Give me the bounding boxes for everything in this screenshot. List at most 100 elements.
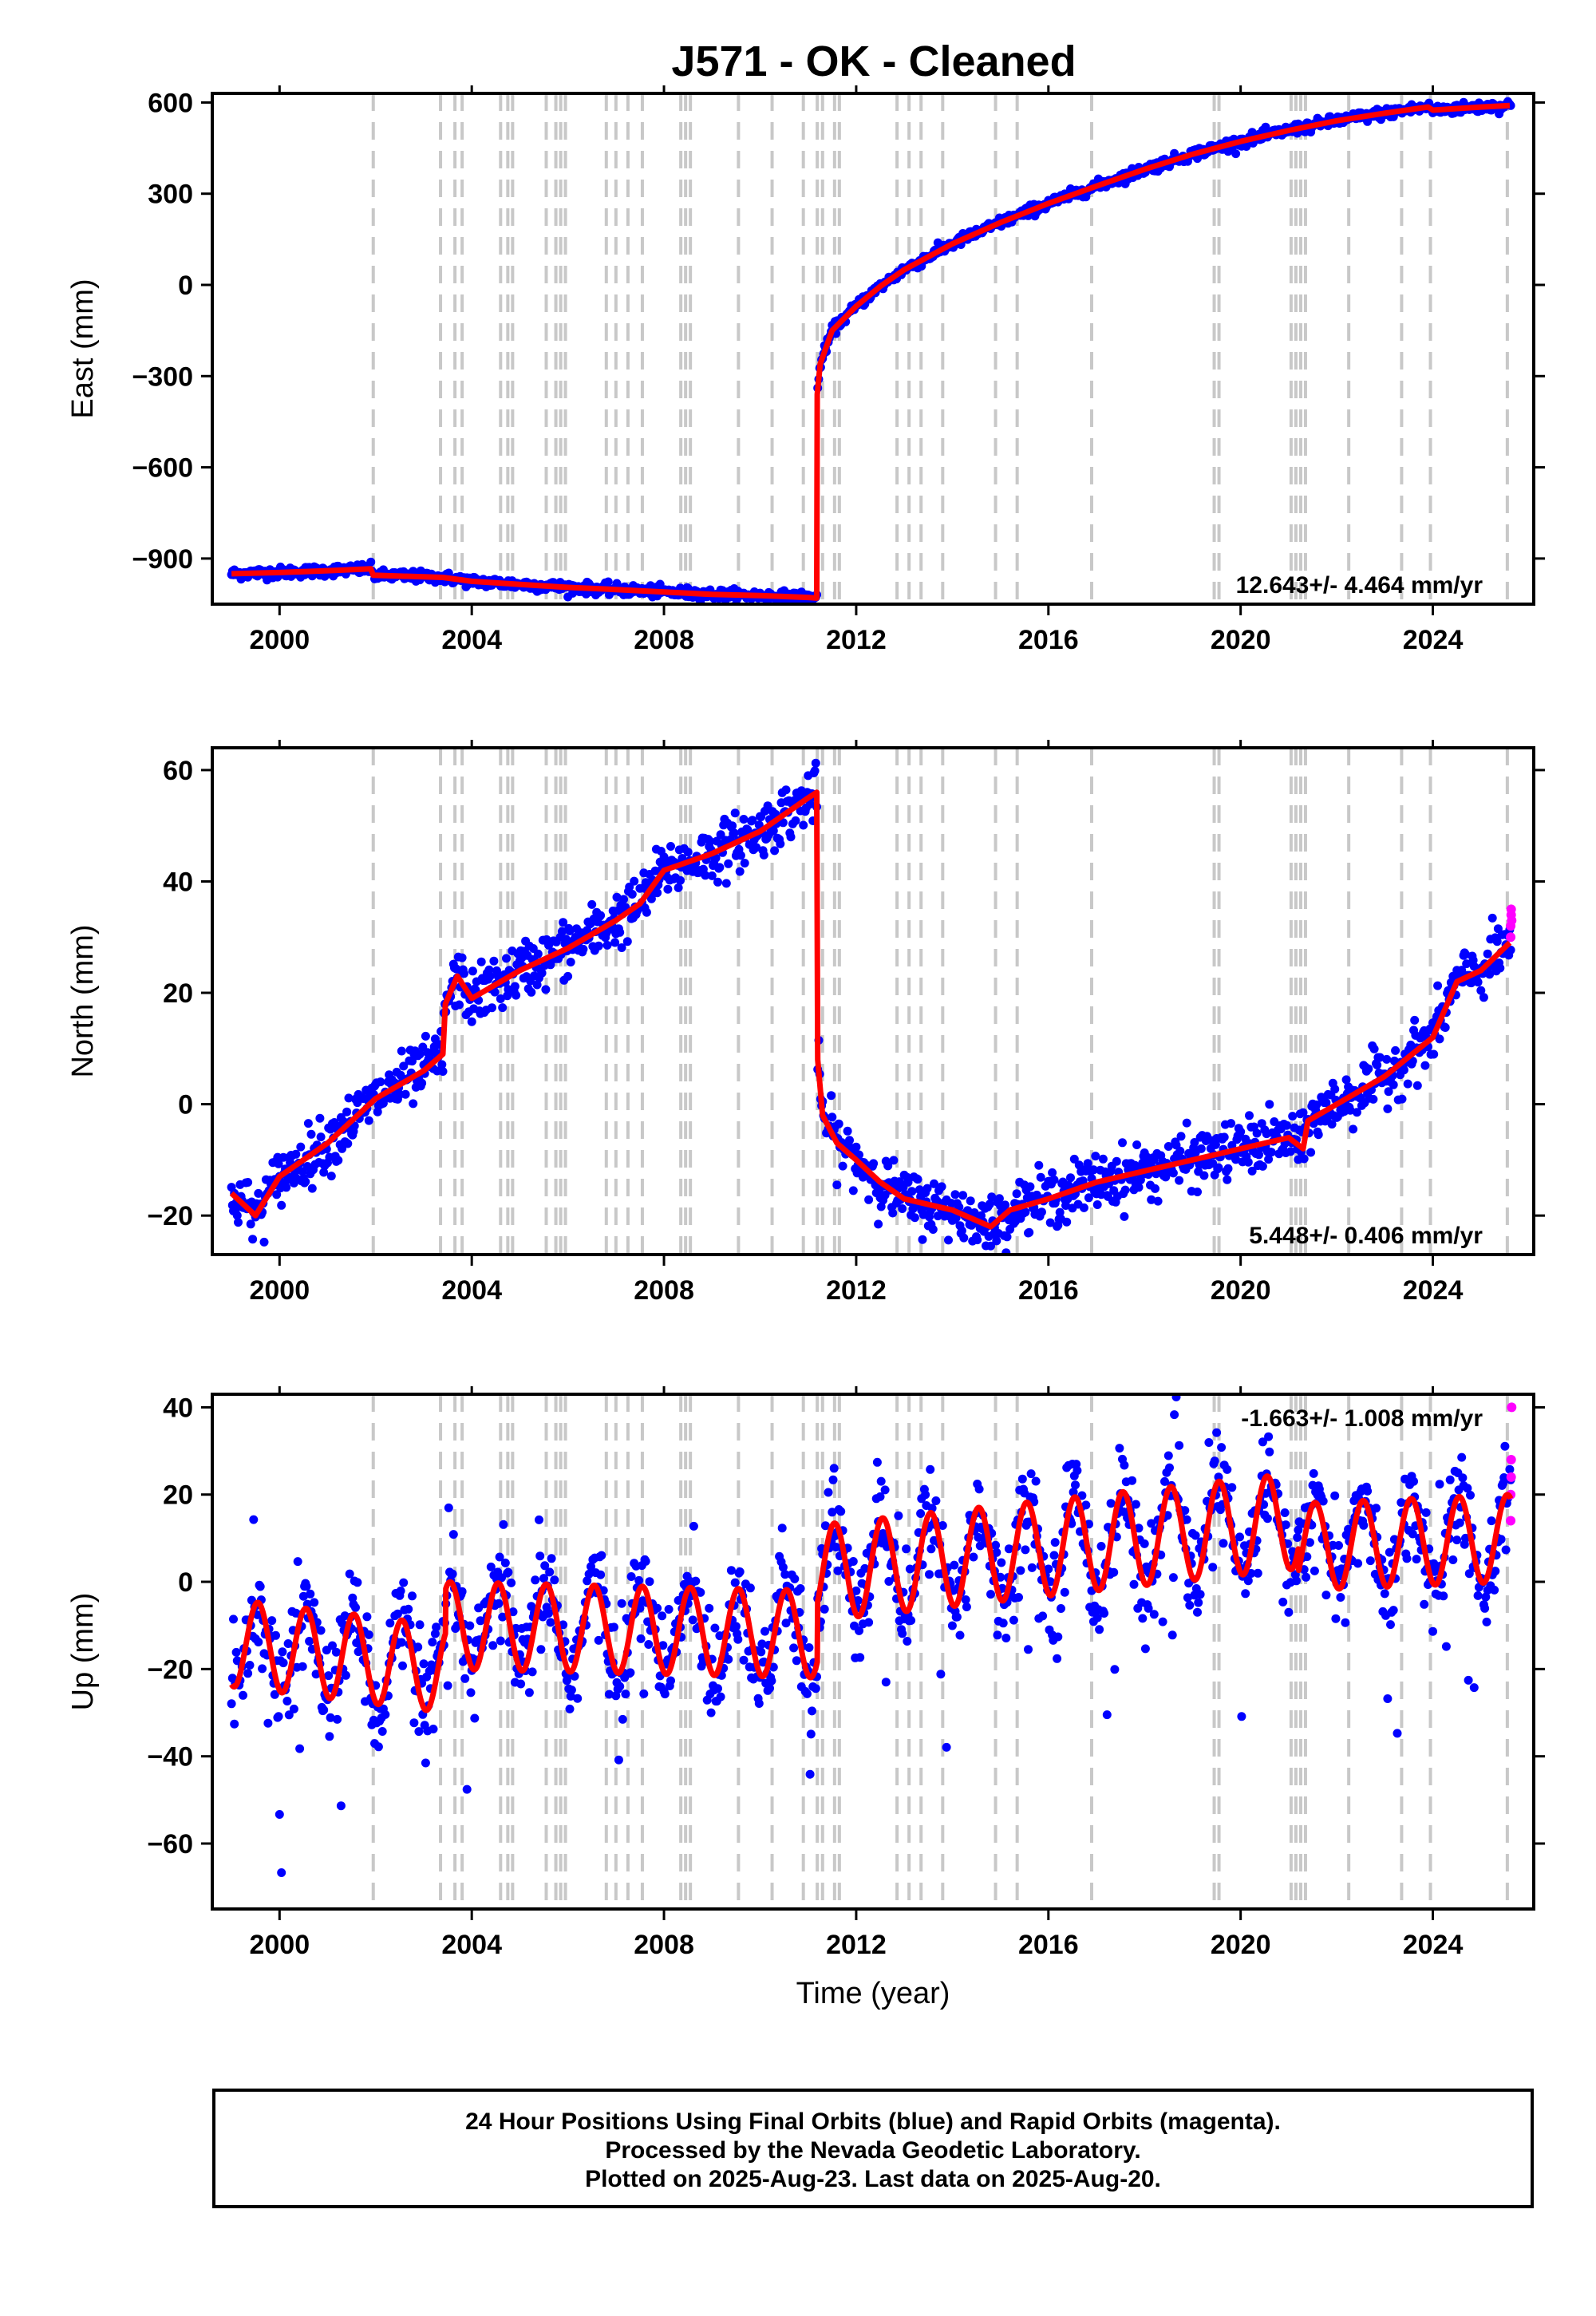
north-data-point [619,895,628,904]
up-data-point [1428,1626,1437,1636]
up-data-point [1246,1569,1256,1578]
north-data-point [848,1186,858,1196]
north-data-point [1091,1152,1100,1161]
up-data-point [975,1541,985,1551]
up-data-point [1292,1576,1301,1586]
north-ytick-label: 40 [163,867,193,897]
up-data-point [393,1609,402,1618]
up-data-point [1435,1480,1444,1489]
east-ylabel: East (mm) [66,279,100,418]
north-data-point [987,1192,997,1202]
north-data-point [898,1204,907,1213]
up-data-point [898,1629,907,1638]
east-data-point [366,557,376,567]
up-data-point [596,1570,606,1579]
up-data-point [544,1609,553,1618]
footer-line-orbits: 24 Hour Positions Using Final Orbits (bl… [465,2109,1281,2135]
north-data-point [1341,1075,1351,1085]
up-data-point [535,1515,543,1524]
north-data-point [537,968,547,978]
north-data-point [1397,1094,1407,1104]
up-data-point [353,1578,362,1587]
north-data-point [1002,1232,1012,1242]
north-data-point [243,1178,253,1187]
north-data-point [232,1211,242,1220]
up-data-point [811,1684,820,1694]
up-data-point [853,1596,863,1605]
up-data-point [907,1616,916,1625]
up-data-point [860,1563,870,1573]
up-data-point [1053,1632,1063,1642]
up-data-point [1021,1545,1030,1555]
north-event-lines [371,748,1509,1255]
up-data-point [282,1697,292,1705]
east-ytick-label: 0 [178,271,193,301]
up-data-point [1353,1559,1363,1568]
north-data-point [485,971,495,981]
north-data-point [653,888,662,898]
north-data-point [1112,1156,1121,1166]
up-data-point [778,1563,788,1572]
up-data-point [1109,1567,1119,1577]
up-data-point [302,1582,311,1591]
up-data-point [1026,1469,1036,1479]
up-data-point [498,1612,508,1622]
up-rapid-point [1506,1454,1516,1464]
up-data-point [504,1567,513,1577]
up-data-point [658,1611,667,1621]
up-data-point [295,1744,305,1753]
up-data-point [419,1659,429,1669]
up-data-point [645,1577,654,1587]
up-data-point [765,1684,774,1693]
north-data-point [663,884,673,894]
up-data-point [1073,1466,1082,1476]
up-data-point [884,1577,894,1586]
up-data-point [726,1566,736,1575]
up-data-point [706,1708,716,1717]
north-xtick-label: 2004 [441,1275,502,1306]
north-data-point [650,866,660,875]
up-data-point [524,1688,534,1697]
up-data-point [1053,1654,1062,1663]
up-data-point [338,1618,347,1628]
up-data-point [1014,1593,1023,1602]
east-xtick-label: 2008 [634,625,694,655]
up-data-point [634,1575,644,1585]
up-data-point [808,1706,816,1716]
north-data-point [1048,1168,1057,1177]
up-data-point [617,1599,626,1608]
north-data-point [344,1093,354,1103]
up-data-point [880,1485,890,1495]
north-data-point [1506,945,1515,954]
up-data-point [507,1578,516,1587]
up-data-point [443,1681,452,1690]
up-data-point [1171,1394,1181,1401]
north-data-point [234,1218,243,1227]
up-frame [211,1393,1535,1911]
up-data-point [952,1612,962,1622]
up-data-point [565,1704,575,1713]
up-data-point [757,1647,766,1657]
up-data-point [1480,1603,1490,1613]
up-data-point [848,1557,858,1566]
up-data-point [653,1603,662,1613]
up-data-point [421,1758,430,1768]
north-data-point [342,1107,352,1117]
up-data-point [1115,1444,1124,1453]
up-data-point [903,1637,912,1646]
north-data-point [1025,1227,1034,1237]
up-data-point [1175,1441,1184,1450]
north-data-point [958,1191,968,1200]
north-data-point [527,987,536,997]
north-data-point [778,818,788,828]
up-data-point [385,1618,395,1628]
up-data-point [243,1669,253,1678]
up-data-point [1487,1516,1496,1526]
north-data-point [864,1195,874,1204]
north-ylabel: North (mm) [66,924,100,1077]
north-data-point [438,1067,448,1076]
north-data-point [496,994,505,1003]
up-ytick-label: −60 [147,1829,193,1860]
north-data-point [1487,913,1497,923]
east-event-lines [371,93,1509,604]
